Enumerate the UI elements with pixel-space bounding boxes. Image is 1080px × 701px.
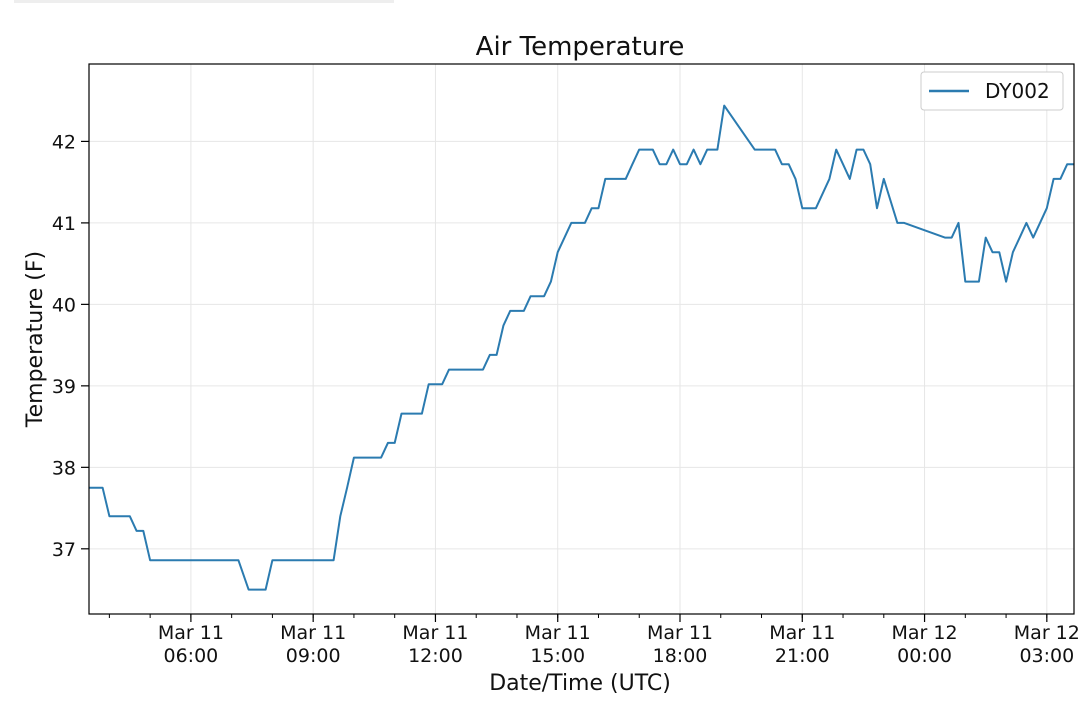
- x-tick-label-date: Mar 11: [647, 622, 713, 644]
- legend-label-dy002: DY002: [985, 79, 1050, 103]
- y-tick-label: 38: [52, 457, 76, 479]
- x-tick-label-time: 21:00: [775, 645, 830, 667]
- x-tick-label-time: 12:00: [408, 645, 463, 667]
- legend: DY002: [920, 71, 1064, 111]
- x-tick-label-time: 09:00: [286, 645, 341, 667]
- y-tick-label: 40: [52, 294, 76, 316]
- x-tick-label-date: Mar 11: [402, 622, 468, 644]
- legend-box: [920, 71, 1064, 111]
- x-tick-label-date: Mar 11: [158, 622, 224, 644]
- x-tick-label-date: Mar 11: [769, 622, 835, 644]
- x-tick-label-time: 03:00: [1019, 645, 1074, 667]
- x-tick-label-date: Mar 12: [1014, 622, 1080, 644]
- x-tick-label-time: 18:00: [653, 645, 708, 667]
- x-tick-label-time: 15:00: [530, 645, 585, 667]
- x-tick-label-time: 00:00: [897, 645, 952, 667]
- chart-title: Air Temperature: [476, 32, 685, 62]
- series-layer: [89, 104, 1074, 591]
- x-tick-label-date: Mar 11: [525, 622, 591, 644]
- y-tick-label: 41: [52, 213, 76, 235]
- plot-frame: [88, 63, 1075, 615]
- top-edge-strip: [14, 0, 394, 3]
- y-tick-label: 39: [52, 376, 76, 398]
- y-tick-label: 42: [52, 131, 76, 153]
- y-tick-label: 37: [52, 539, 76, 561]
- x-tick-label-date: Mar 11: [280, 622, 346, 644]
- y-axis-title: Temperature (F): [23, 251, 48, 428]
- x-tick-label-time: 06:00: [164, 645, 219, 667]
- x-tick-label-date: Mar 12: [892, 622, 958, 644]
- x-axis-title: Date/Time (UTC): [489, 671, 671, 696]
- grid: [89, 64, 1074, 614]
- series-line-dy002: [89, 104, 1074, 591]
